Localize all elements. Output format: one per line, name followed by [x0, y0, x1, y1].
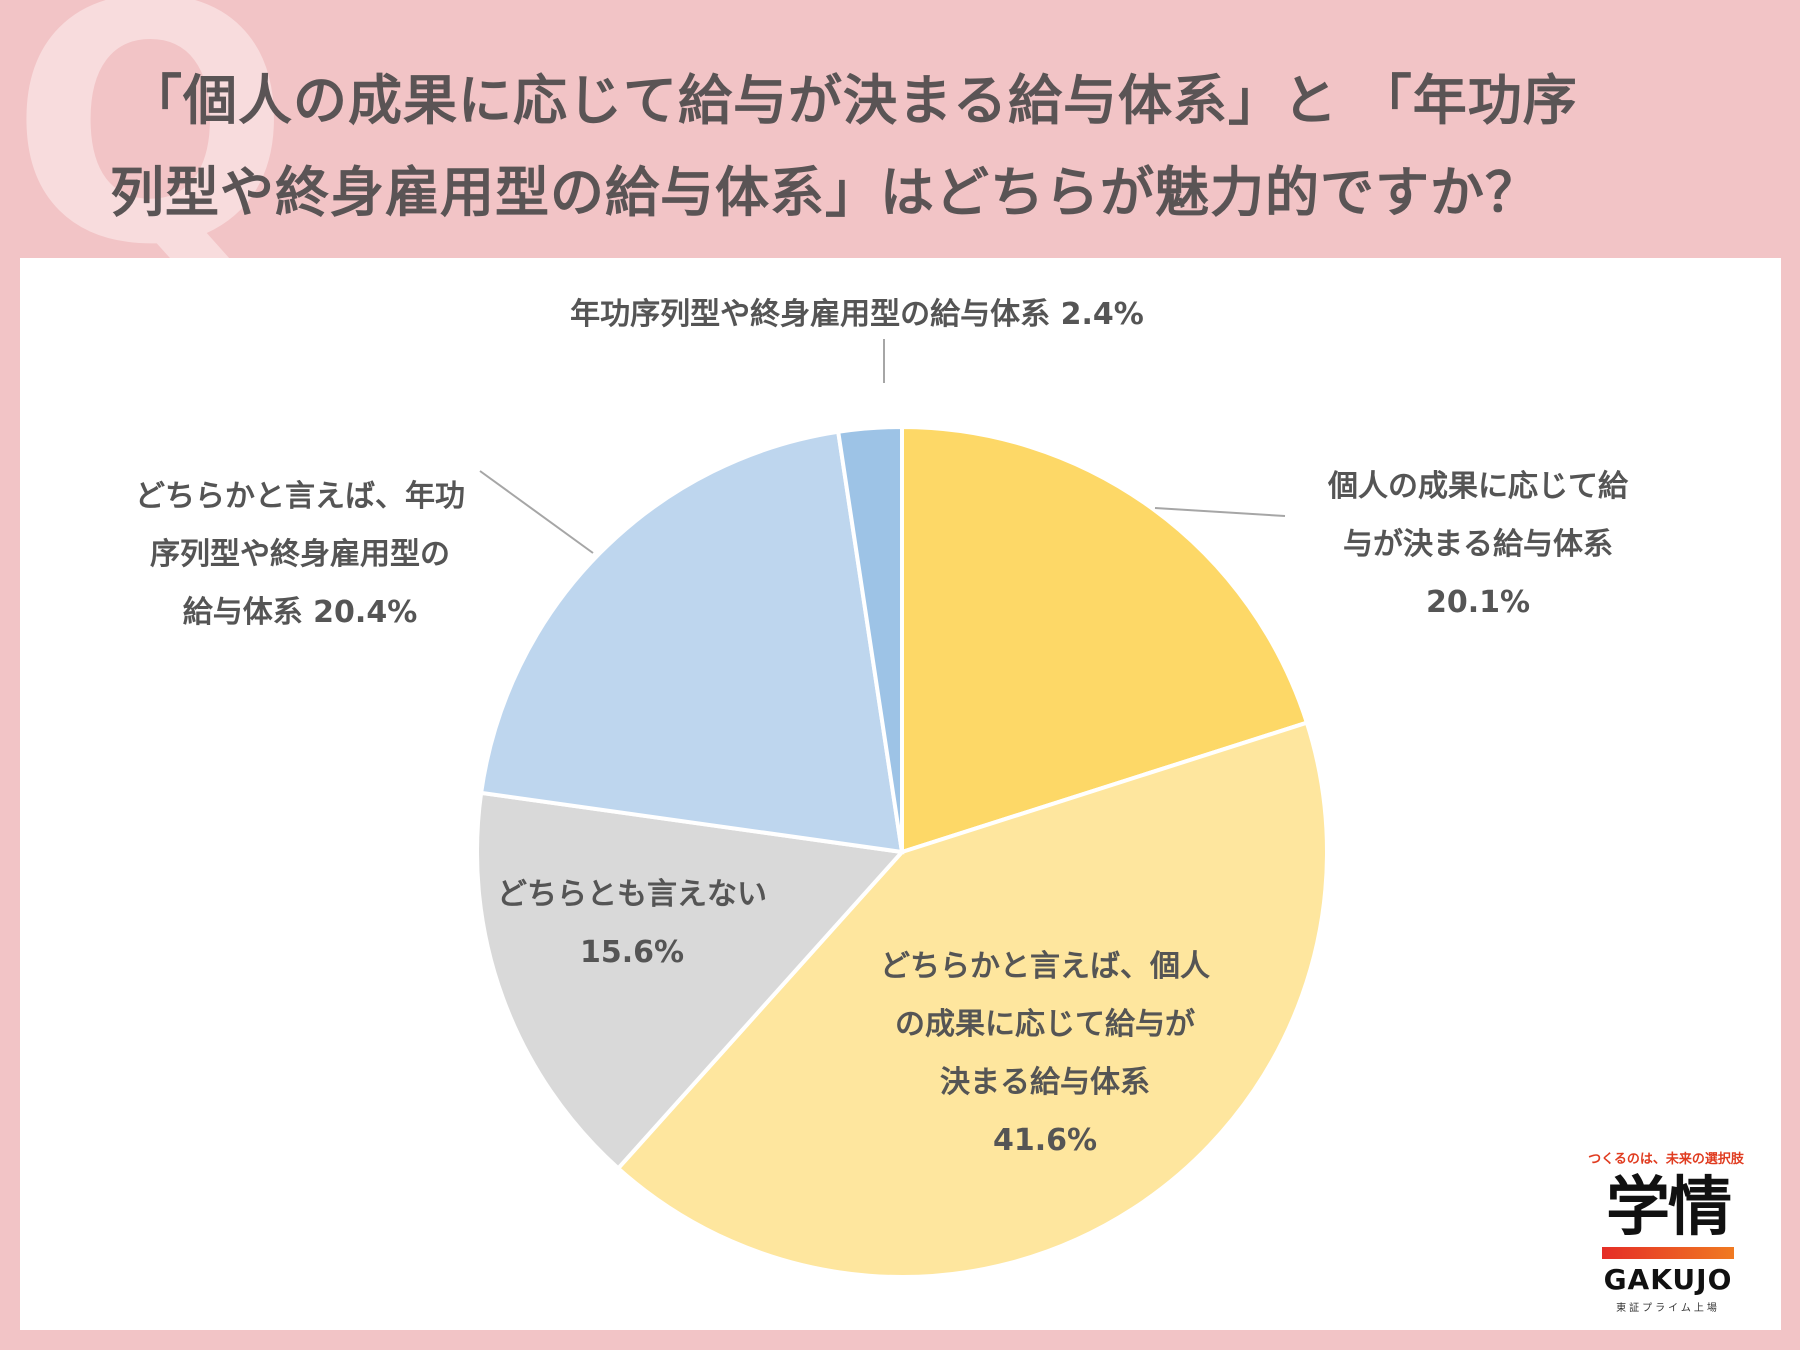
slice-label-3-line-2: 15.6%: [580, 935, 684, 970]
slice-label-2-line-2: の成果に応じて給与が: [895, 1007, 1195, 1042]
slice-label-2: どちらかと言えば、個人の成果に応じて給与が決まる給与体系 41.6%: [880, 949, 1210, 1158]
slice-label-2-line-3: 決まる給与体系: [940, 1065, 1150, 1100]
question-line-2: 列型や終身雇用型の給与体系」はどちらが魅力的ですか？: [110, 161, 1540, 224]
logo-tagline: つくるのは、未来の選択肢: [1588, 1152, 1744, 1167]
logo-kanji: 学情: [1606, 1171, 1732, 1245]
pie-slice-4: [478, 429, 905, 855]
pie-slice-1: [900, 424, 1310, 855]
leader-line-4: [479, 470, 594, 554]
question-line-1: 「個人の成果に応じて給与が決まる給与体系」と 「年功序: [128, 69, 1578, 132]
pie-slices: [475, 424, 1329, 1279]
slice-labels: 個人の成果に応じて給与が決まる給与体系 20.1% どちらかと言えば、個人の成果に応…: [135, 297, 1629, 1158]
leader-line-1: [1154, 507, 1286, 517]
slice-label-1-line-3: 20.1%: [1426, 585, 1530, 620]
logo-bar: [1602, 1247, 1734, 1259]
pie-slice-5: [835, 424, 904, 853]
q-watermark: Q: [10, 0, 291, 317]
slice-label-1-line-1: 個人の成果に応じて給: [1327, 469, 1629, 504]
slice-label-3-line-1: どちらとも言えない: [497, 877, 767, 912]
slice-label-1: 個人の成果に応じて給与が決まる給与体系 20.1%: [1327, 469, 1629, 620]
pie-slice-2: [615, 720, 1329, 1279]
slice-label-3: どちらとも言えない 15.6%: [497, 877, 767, 970]
gakujo-logo: つくるのは、未来の選択肢 学情 GAKUJO 東証プライム上場: [1588, 1148, 1748, 1314]
slice-label-4-line-2: 序列型や終身雇用型の: [150, 537, 450, 572]
slice-label-5-line-1: 年功序列型や終身雇用型の給与体系 2.4%: [570, 297, 1144, 332]
slice-label-4: どちらかと言えば、年功序列型や終身雇用型の給与体系 20.4%: [135, 479, 465, 630]
slice-label-5: 年功序列型や終身雇用型の給与体系 2.4%: [570, 297, 1144, 332]
slice-label-4-line-1: どちらかと言えば、年功: [135, 479, 465, 514]
slice-label-2-line-1: どちらかと言えば、個人: [880, 949, 1210, 984]
logo-english: GAKUJO: [1603, 1263, 1733, 1296]
logo-subtitle: 東証プライム上場: [1616, 1303, 1720, 1314]
pie-slice-3: [475, 790, 906, 1172]
slice-label-4-line-3: 給与体系 20.4%: [183, 595, 418, 630]
slice-label-1-line-2: 与が決まる給与体系: [1343, 527, 1613, 562]
slice-label-2-line-4: 41.6%: [993, 1123, 1097, 1158]
pie-chart: 個人の成果に応じて給与が決まる給与体系 20.1% どちらかと言えば、個人の成果に応…: [135, 297, 1629, 1279]
leader-lines: [479, 339, 1286, 554]
chart-panel: 個人の成果に応じて給与が決まる給与体系 20.1% どちらかと言えば、個人の成果に応…: [20, 258, 1781, 1330]
